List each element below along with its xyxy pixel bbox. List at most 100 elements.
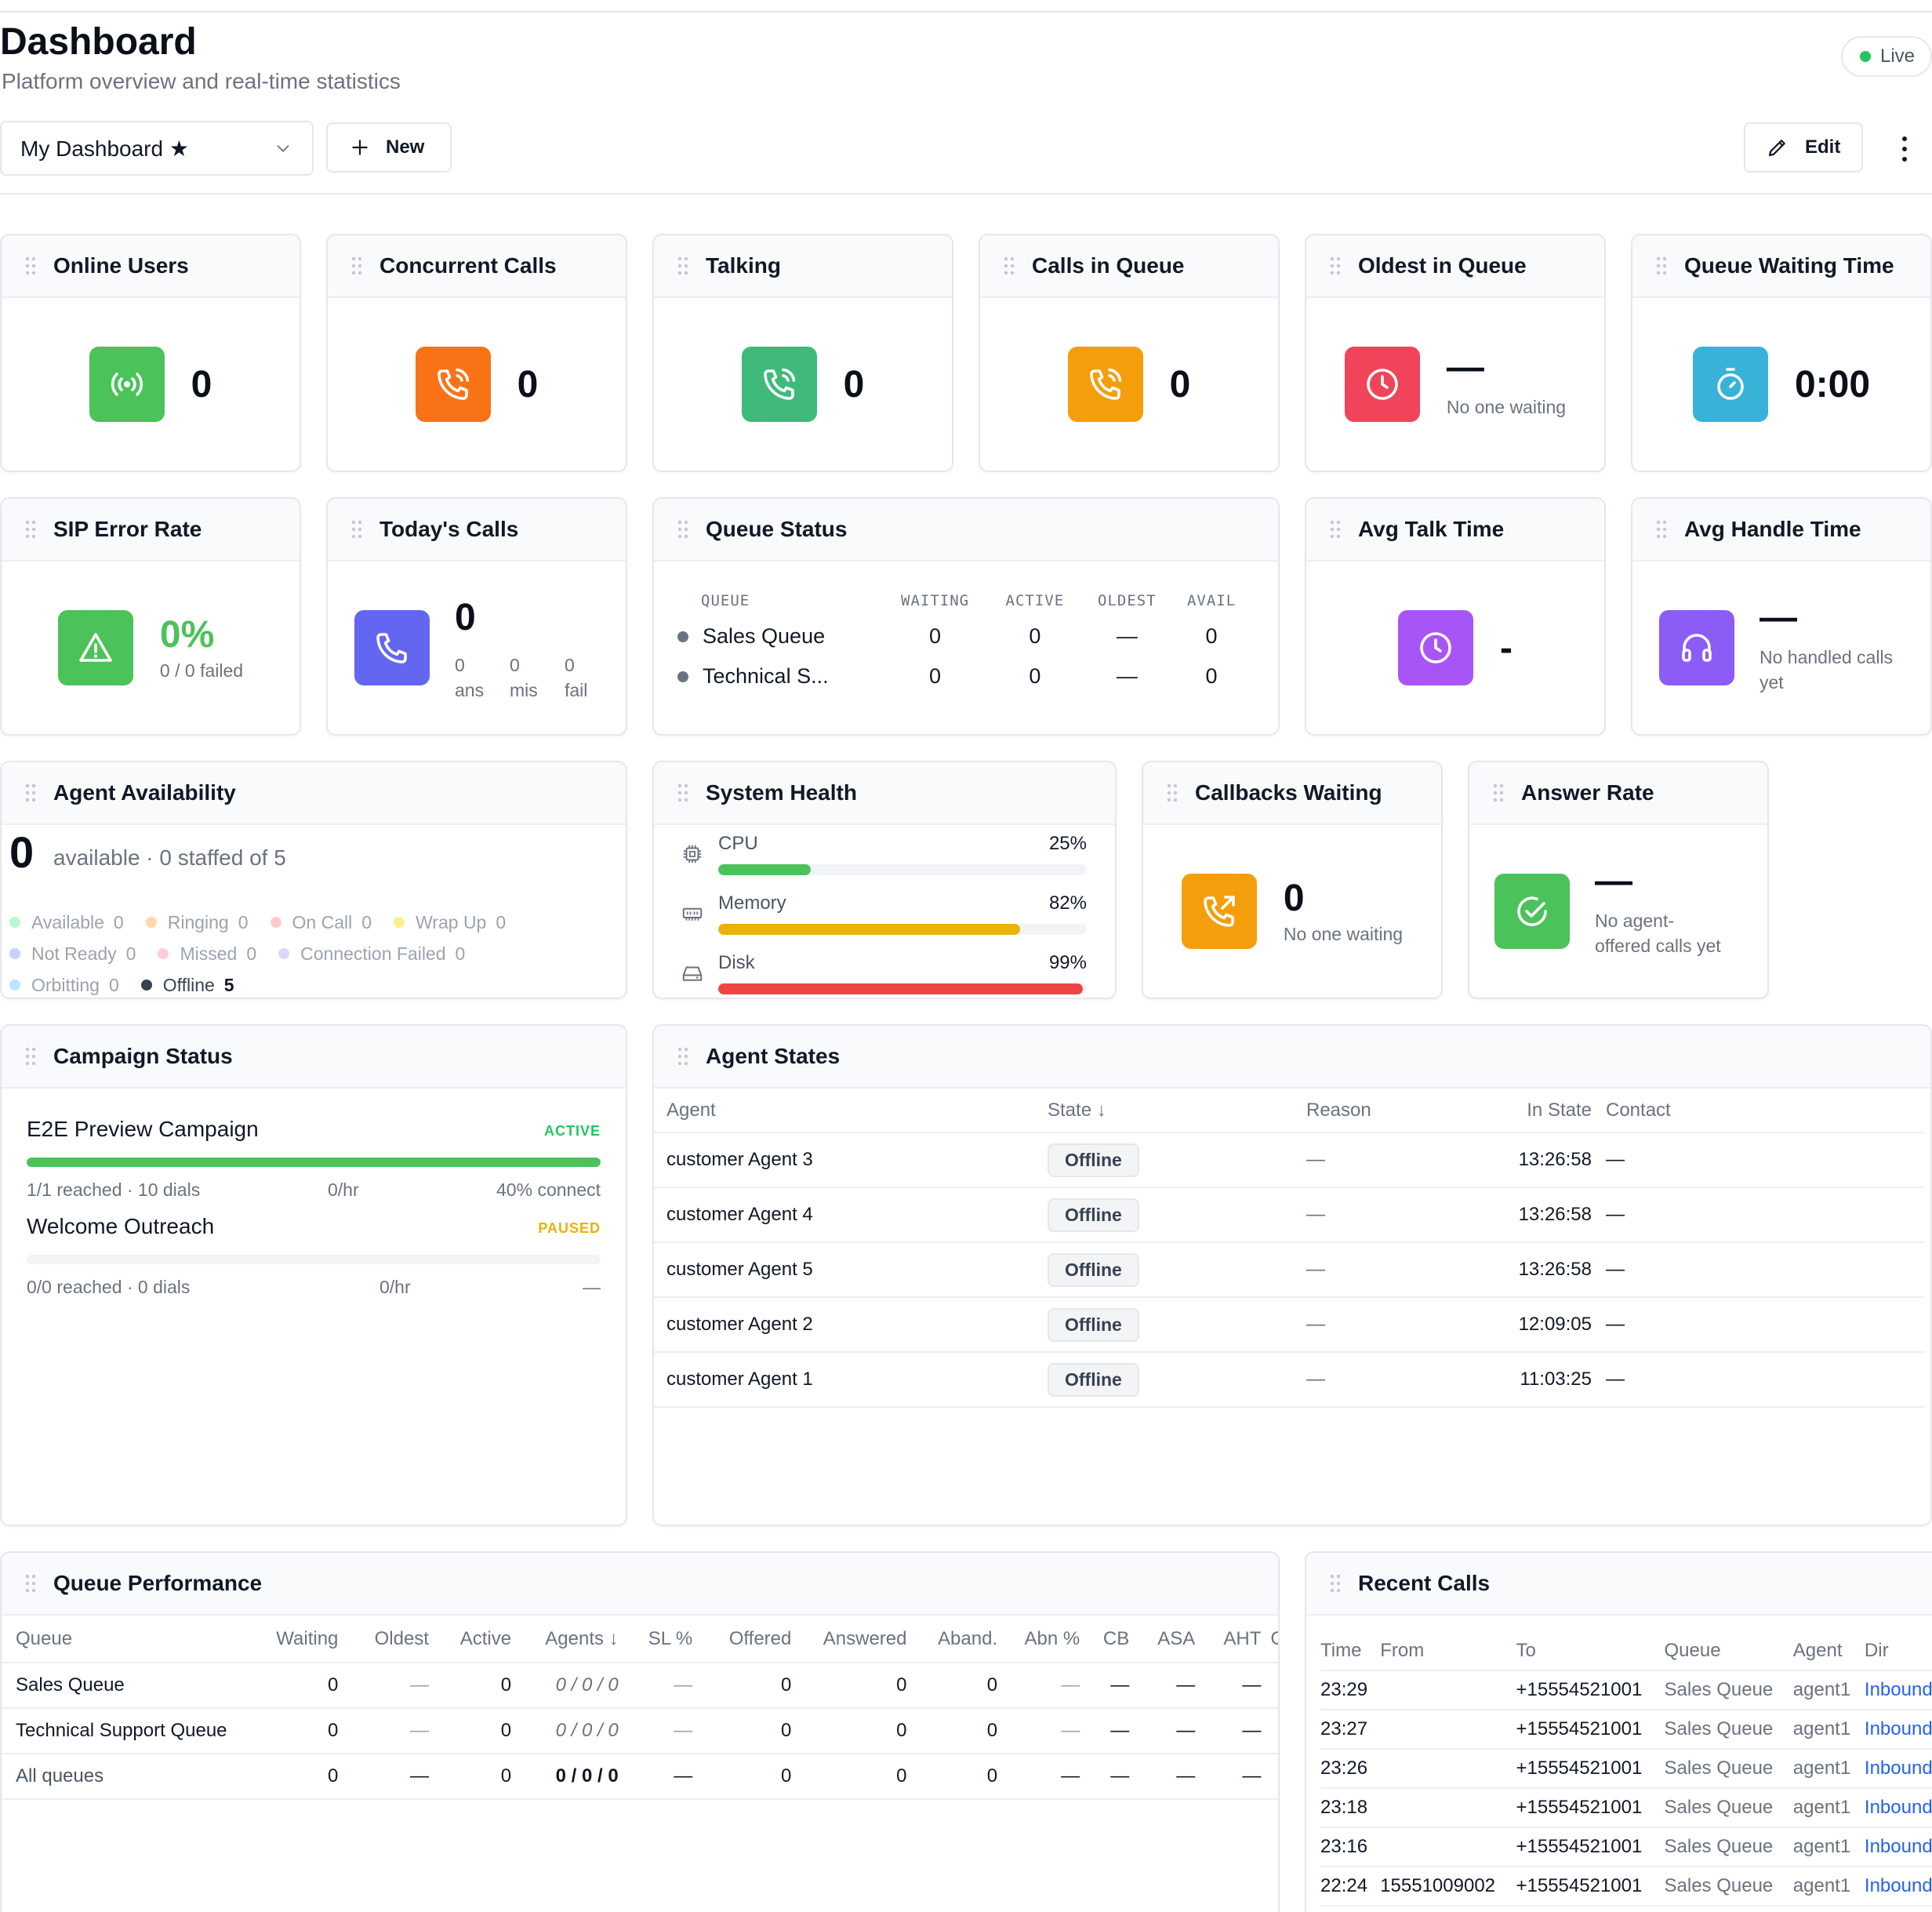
drag-handle-icon[interactable] xyxy=(1004,256,1015,275)
table-cell: 0 xyxy=(801,1663,917,1709)
column-header[interactable]: SL % xyxy=(627,1616,703,1663)
table-row[interactable]: 22:24 15551009002 +15554521001 Sales Queue a… xyxy=(1320,1867,1932,1907)
edit-dashboard-button[interactable]: Edit xyxy=(1744,122,1863,173)
column-header-state[interactable]: State ↓ xyxy=(1048,1089,1306,1133)
from-cell xyxy=(1380,1788,1516,1828)
table-row[interactable]: Sales Queue 0 0 — 0 xyxy=(677,616,1250,656)
column-header[interactable]: Aband. xyxy=(916,1616,1008,1663)
column-header[interactable]: AHT xyxy=(1204,1616,1271,1663)
column-header[interactable]: Offered xyxy=(702,1616,801,1663)
column-header[interactable]: To xyxy=(1516,1631,1665,1671)
drag-handle-icon[interactable] xyxy=(1656,520,1667,539)
table-cell: — xyxy=(347,1754,438,1800)
legend-label: Available xyxy=(31,911,104,932)
drag-handle-icon[interactable] xyxy=(1330,256,1341,275)
column-header-in-state[interactable]: In State xyxy=(1518,1089,1606,1133)
drag-handle-icon[interactable] xyxy=(25,256,36,275)
column-header[interactable]: Waiting xyxy=(249,1616,348,1663)
agent-name-cell: customer Agent 4 xyxy=(654,1187,1048,1243)
drag-handle-icon[interactable] xyxy=(25,520,36,539)
drag-handle-icon[interactable] xyxy=(1330,520,1341,539)
table-row[interactable]: Technical Support Queue 0—0 0 / 0 / 0—0 0 0—… xyxy=(2,1708,1278,1754)
campaign-item[interactable]: E2E Preview Campaign ACTIVE 1/1 reached … xyxy=(27,1117,601,1203)
column-header[interactable]: ASA xyxy=(1138,1616,1205,1663)
to-cell: +15554521001 xyxy=(1516,1749,1665,1789)
drag-handle-icon[interactable] xyxy=(351,256,362,275)
column-header-contact[interactable]: Contact xyxy=(1606,1089,1924,1133)
drag-handle-icon[interactable] xyxy=(677,256,688,275)
card-title: Avg Talk Time xyxy=(1358,517,1505,541)
drag-handle-icon[interactable] xyxy=(25,1047,36,1066)
dir-cell[interactable]: Inbound xyxy=(1864,1788,1932,1828)
drag-handle-icon[interactable] xyxy=(1167,783,1178,802)
column-header[interactable]: Abn % xyxy=(1007,1616,1090,1663)
drag-handle-icon[interactable] xyxy=(677,1047,688,1066)
table-row[interactable]: 23:29 +15554521001 Sales Queue agent1 Inboun… xyxy=(1320,1670,1932,1710)
concurrent-calls-card: Concurrent Calls 0 xyxy=(326,234,627,472)
dir-cell[interactable]: Inbound xyxy=(1864,1749,1932,1789)
drag-handle-icon[interactable] xyxy=(1656,256,1667,275)
column-header[interactable]: Active xyxy=(438,1616,521,1663)
legend-label: On Call xyxy=(292,911,353,932)
table-row[interactable]: Sales Queue 0—0 0 / 0 / 0—0 0 0— — — — xyxy=(2,1663,1278,1709)
card-title: Oldest in Queue xyxy=(1358,253,1527,278)
state-cell: Offline xyxy=(1048,1297,1306,1353)
dir-cell[interactable]: Inbound xyxy=(1864,1827,1932,1867)
queue-cell: Sales Queue xyxy=(1664,1827,1793,1867)
memory-icon xyxy=(682,907,703,921)
drag-handle-icon[interactable] xyxy=(25,1574,36,1593)
table-row[interactable]: Technical S... 0 0 — 0 xyxy=(677,656,1250,696)
reason-cell: — xyxy=(1306,1352,1518,1408)
column-header-agent[interactable]: Agent xyxy=(654,1089,1048,1133)
drag-handle-icon[interactable] xyxy=(351,520,362,539)
column-header-reason[interactable]: Reason xyxy=(1306,1089,1518,1133)
table-row[interactable]: customer Agent 1 Offline —11:03:25— xyxy=(654,1352,1924,1408)
column-header[interactable]: Agents ↓ xyxy=(521,1616,628,1663)
column-header[interactable]: Agent xyxy=(1792,1631,1865,1671)
table-row[interactable]: customer Agent 3 Offline —13:26:58— xyxy=(654,1132,1924,1188)
table-cell: 0 xyxy=(916,1663,1008,1709)
table-row[interactable]: 23:26 +15554521001 Sales Queue agent1 Inboun… xyxy=(1320,1749,1932,1789)
table-cell: 0 xyxy=(438,1754,521,1800)
campaign-item[interactable]: Welcome Outreach PAUSED 0/0 reached · 0 … xyxy=(27,1214,601,1300)
top-border xyxy=(0,11,1932,13)
state-cell: Offline xyxy=(1048,1242,1306,1298)
legend-count: 5 xyxy=(223,974,234,995)
table-row[interactable]: customer Agent 5 Offline —13:26:58— xyxy=(654,1242,1924,1298)
column-header[interactable]: CB xyxy=(1089,1616,1139,1663)
column-header[interactable]: Time xyxy=(1320,1631,1381,1671)
drag-handle-icon[interactable] xyxy=(25,783,36,802)
new-dashboard-button[interactable]: New xyxy=(326,122,452,173)
drag-handle-icon[interactable] xyxy=(1493,783,1504,802)
column-header[interactable]: From xyxy=(1380,1631,1516,1671)
column-header[interactable]: Queue xyxy=(1664,1631,1793,1671)
legend-item: On Call 0 xyxy=(270,911,372,933)
column-header[interactable]: Queue xyxy=(2,1616,249,1663)
table-row[interactable]: 23:27 +15554521001 Sales Queue agent1 Inboun… xyxy=(1320,1710,1932,1750)
table-row[interactable]: 23:16 +15554521001 Sales Queue agent1 Inboun… xyxy=(1320,1827,1932,1867)
metric-label: Memory xyxy=(718,892,786,914)
dir-cell[interactable]: Inbound xyxy=(1864,1710,1932,1750)
dir-cell[interactable]: Inbound xyxy=(1864,1670,1932,1710)
to-cell: +15554521001 xyxy=(1516,1710,1665,1750)
table-row[interactable]: customer Agent 4 Offline —13:26:58— xyxy=(654,1187,1924,1243)
legend-row: Not Ready 0 Missed 0 Connection Failed 0 xyxy=(9,938,621,969)
table-row[interactable]: customer Agent 2 Offline —12:09:05— xyxy=(654,1297,1924,1353)
column-header[interactable]: C xyxy=(1270,1616,1278,1663)
drag-handle-icon[interactable] xyxy=(677,783,688,802)
table-row[interactable]: 23:18 +15554521001 Sales Queue agent1 Inboun… xyxy=(1320,1788,1932,1828)
avg-handle-time-value: — xyxy=(1760,597,1797,638)
dashboard-select[interactable]: My Dashboard ★ xyxy=(0,121,314,176)
legend-label: Ringing xyxy=(167,911,229,932)
legend-dot-icon xyxy=(394,917,405,928)
more-options-icon[interactable] xyxy=(1893,133,1916,165)
column-header[interactable]: Answered xyxy=(801,1616,917,1663)
totals-row[interactable]: All queues 0—0 0 / 0 / 0—0 0 0— — — — xyxy=(2,1754,1278,1800)
table-cell: — xyxy=(1007,1754,1090,1800)
drag-handle-icon[interactable] xyxy=(1330,1574,1341,1593)
column-header[interactable]: Dir xyxy=(1864,1631,1932,1671)
table-cell: 0 xyxy=(249,1663,348,1709)
dir-cell[interactable]: Inbound xyxy=(1864,1867,1932,1907)
column-header[interactable]: Oldest xyxy=(347,1616,438,1663)
drag-handle-icon[interactable] xyxy=(677,520,688,539)
